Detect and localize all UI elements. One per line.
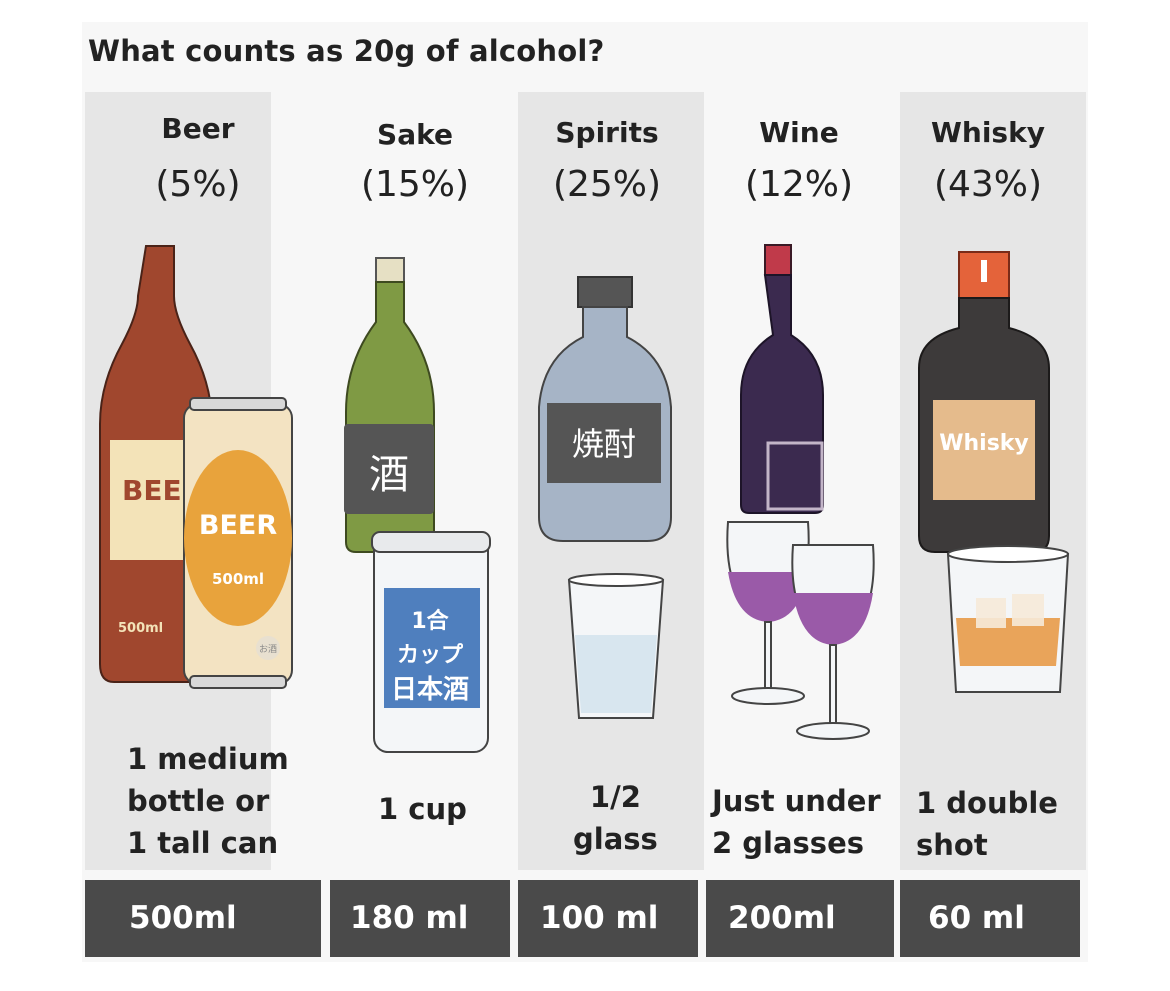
drink-abv: (12%) — [744, 164, 854, 205]
drink-abv: (25%) — [552, 164, 662, 205]
description-line: 1/2 — [589, 780, 641, 814]
description-line: 1 medium — [127, 742, 289, 776]
drink-name: Whisky — [931, 116, 1045, 149]
description-line: 2 glasses — [712, 826, 864, 860]
water-glass-icon — [567, 573, 665, 719]
beer-bottle-size: 500ml — [118, 621, 163, 636]
drink-name: Sake — [377, 118, 453, 151]
sake-bottle-label: 酒 — [369, 452, 409, 498]
wine-amount: 200ml — [706, 880, 894, 957]
drink-name: Spirits — [555, 116, 659, 149]
sake-cup-label-2: カップ — [397, 643, 464, 668]
whisky-bottle-icon: Whisky — [918, 251, 1050, 553]
shochu-bottle-label: 焼酎 — [572, 425, 636, 463]
drink-abv: (43%) — [933, 164, 1043, 205]
drink-abv: (15%) — [360, 164, 470, 205]
beer-bottle-label: BEE — [122, 474, 182, 507]
description-line: glass — [573, 822, 658, 856]
drink-name: Wine — [759, 116, 839, 149]
wine-glass-icon — [791, 544, 875, 740]
infographic-title: What counts as 20g of alcohol? — [88, 34, 605, 68]
sake-bottle-icon: 酒 — [344, 257, 435, 553]
beer-amount: 500ml — [85, 880, 321, 957]
beer-can-label: BEER — [199, 510, 277, 541]
spirits-amount: 100 ml — [518, 880, 698, 957]
sake-cup-label-3: 日本酒 — [391, 675, 469, 705]
spirits-description: 1/2 glass — [573, 776, 658, 860]
rocks-glass-icon — [946, 545, 1070, 693]
sake-cup-label-1: 1合 — [411, 608, 449, 634]
description-line: bottle or — [127, 784, 270, 818]
beer-can-seal: お酒 — [259, 644, 277, 655]
description-line: 1 cup — [378, 792, 467, 826]
whisky-bottle-label: Whisky — [939, 431, 1029, 456]
beer-header: Beer (5%) — [105, 92, 291, 870]
wine-glass-icon — [726, 521, 810, 705]
beer-description: 1 medium bottle or 1 tall can — [127, 738, 289, 864]
whisky-description: 1 double shot — [916, 782, 1058, 866]
sake-header: Sake (15%) — [322, 92, 508, 870]
whisky-amount: 60 ml — [900, 880, 1080, 957]
sake-amount: 180 ml — [330, 880, 510, 957]
drink-abv: (5%) — [155, 164, 241, 205]
spirits-header: Spirits (25%) — [514, 92, 700, 870]
whisky-header: Whisky (43%) — [895, 92, 1081, 870]
description-line: 1 tall can — [127, 826, 279, 860]
sake-description: 1 cup — [378, 788, 467, 830]
wine-description: Just under 2 glasses — [712, 780, 881, 864]
shochu-bottle-icon: 焼酎 — [538, 276, 672, 542]
description-line: Just under — [712, 784, 881, 818]
wine-header: Wine (12%) — [706, 92, 892, 870]
description-line: shot — [916, 828, 988, 862]
beer-can-icon: BEER 500ml お酒 — [183, 397, 293, 689]
sake-cup-icon: 1合 カップ 日本酒 — [371, 531, 491, 753]
description-line: 1 double — [916, 786, 1058, 820]
drink-name: Beer — [161, 112, 235, 145]
beer-can-size: 500ml — [212, 570, 264, 588]
wine-bottle-icon — [740, 244, 824, 514]
